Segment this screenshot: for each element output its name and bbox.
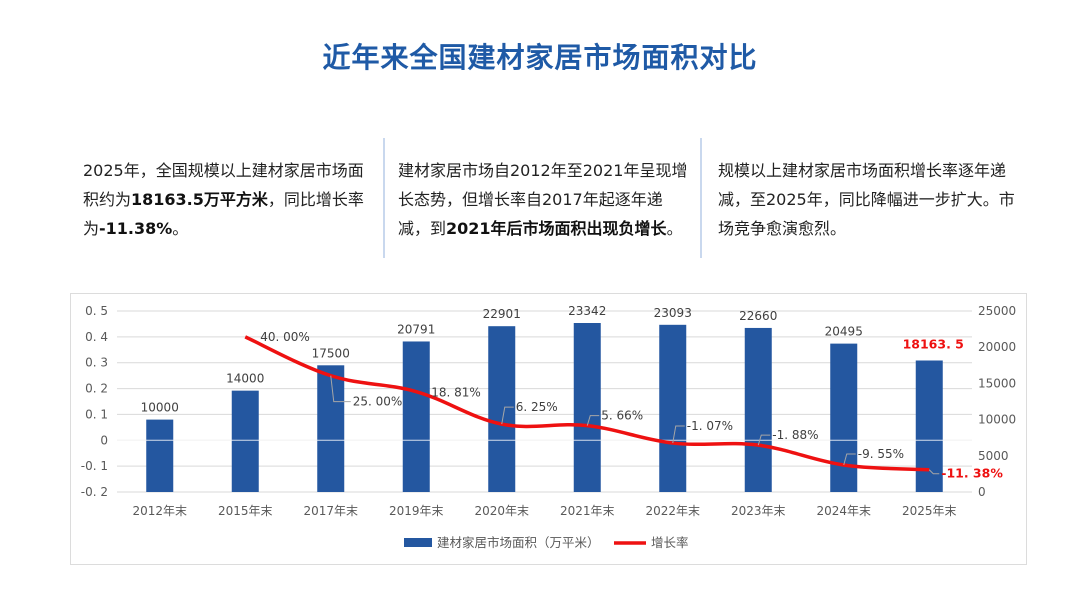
data-label-leader [501,406,514,425]
text-segment: 规模以上建材家居市场面积增长率逐年递减，至2025年，同比降幅进一步扩大。市场竞… [718,161,1015,238]
text-segment: 建材家居市场自2012年至2021年呈现增长态势，但增长率自2017年起逐年递减… [398,161,688,238]
legend-line-label: 增长率 [651,535,689,550]
bar-value-label: 18163. 5 [903,336,964,351]
legend-bar-swatch [404,538,432,547]
line-value-label: 5. 66% [601,409,643,423]
bar [402,341,430,492]
bar [231,390,259,492]
bar-value-label: 22660 [739,309,777,323]
x-axis-tick: 2017年末 [303,504,358,518]
left-axis-tick: 0. 1 [85,407,108,421]
bar [915,360,943,492]
right-axis-tick: 20000 [978,340,1016,354]
x-axis-tick: 2020年末 [474,504,529,518]
bar-value-label: 22901 [483,307,521,321]
line-value-label: 25. 00% [353,395,403,409]
data-label-leader [672,425,685,444]
bar [659,324,687,492]
bar-value-label: 10000 [141,401,179,415]
bar-value-label: 23093 [654,306,692,320]
x-axis-tick: 2025年末 [902,504,957,518]
bar [317,365,345,492]
data-label-leader [757,434,771,446]
growth-rate-line [244,335,930,472]
text-segment: 2025年，全国规模以上建材家居市场面积约为 [83,161,364,209]
left-axis-tick: -0. 1 [81,459,108,473]
highlight-rate: -11.38% [99,219,173,238]
x-axis-tick: 2012年末 [132,504,187,518]
bar [573,323,601,492]
data-label-leader [586,415,600,426]
line-value-label: 6. 25% [516,400,558,414]
bar-value-label: 20495 [825,325,863,339]
x-axis-tick: 2022年末 [645,504,700,518]
bar [488,326,516,492]
line-value-label: -11. 38% [941,466,1003,481]
summary-paragraph-1: 2025年，全国规模以上建材家居市场面积约为18163.5万平方米，同比增长率为… [83,156,375,243]
chart-frame [70,293,1027,565]
left-axis-tick: 0. 4 [85,330,108,344]
line-value-label: -1. 88% [772,428,818,442]
page-title: 近年来全国建材家居市场面积对比 [322,41,758,74]
line-value-label: 40. 00% [260,330,310,344]
line-value-label: -9. 55% [858,447,904,461]
x-axis-tick: 2019年末 [389,504,444,518]
left-axis-tick: 0. 5 [85,304,108,318]
line-value-label: -1. 07% [687,419,733,433]
left-axis-tick: 0 [100,433,108,447]
left-axis-tick: -0. 2 [81,485,108,499]
highlight-negative-growth: 2021年后市场面积出现负增长 [446,219,667,238]
data-label-leader [843,453,856,466]
bar-value-label: 17500 [312,346,350,360]
line-value-label: 18. 81% [431,386,481,400]
highlight-area: 18163.5万平方米 [131,190,268,209]
right-axis-tick: 15000 [978,376,1016,390]
right-axis-tick: 5000 [978,449,1009,463]
bar-value-label: 14000 [226,372,264,386]
right-axis-tick: 25000 [978,304,1016,318]
bar [830,343,858,492]
x-axis-tick: 2024年末 [816,504,871,518]
x-axis-tick: 2021年末 [560,504,615,518]
text-segment: ，同比增长率为 [83,190,364,238]
text-segment: 。 [666,219,683,238]
summary-paragraph-3: 规模以上建材家居市场面积增长率逐年递减，至2025年，同比降幅进一步扩大。市场竞… [718,156,1018,243]
x-axis-tick: 2015年末 [218,504,273,518]
text-segment: 。 [172,219,189,238]
bar [744,327,772,492]
bar-value-label: 20791 [397,322,435,336]
right-axis-tick: 10000 [978,413,1016,427]
bar [146,419,174,492]
x-axis-tick: 2023年末 [731,504,786,518]
legend-bar-label: 建材家居市场面积（万平米） [437,535,600,550]
bar-value-label: 23342 [568,304,606,318]
right-axis-tick: 0 [978,485,986,499]
data-label-leader [330,375,351,403]
column-divider [383,138,385,258]
column-divider [700,138,702,258]
data-label-leader [928,469,940,475]
left-axis-tick: 0. 2 [85,382,108,396]
left-axis-tick: 0. 3 [85,356,108,370]
summary-paragraph-2: 建材家居市场自2012年至2021年呈现增长态势，但增长率自2017年起逐年递减… [398,156,690,243]
